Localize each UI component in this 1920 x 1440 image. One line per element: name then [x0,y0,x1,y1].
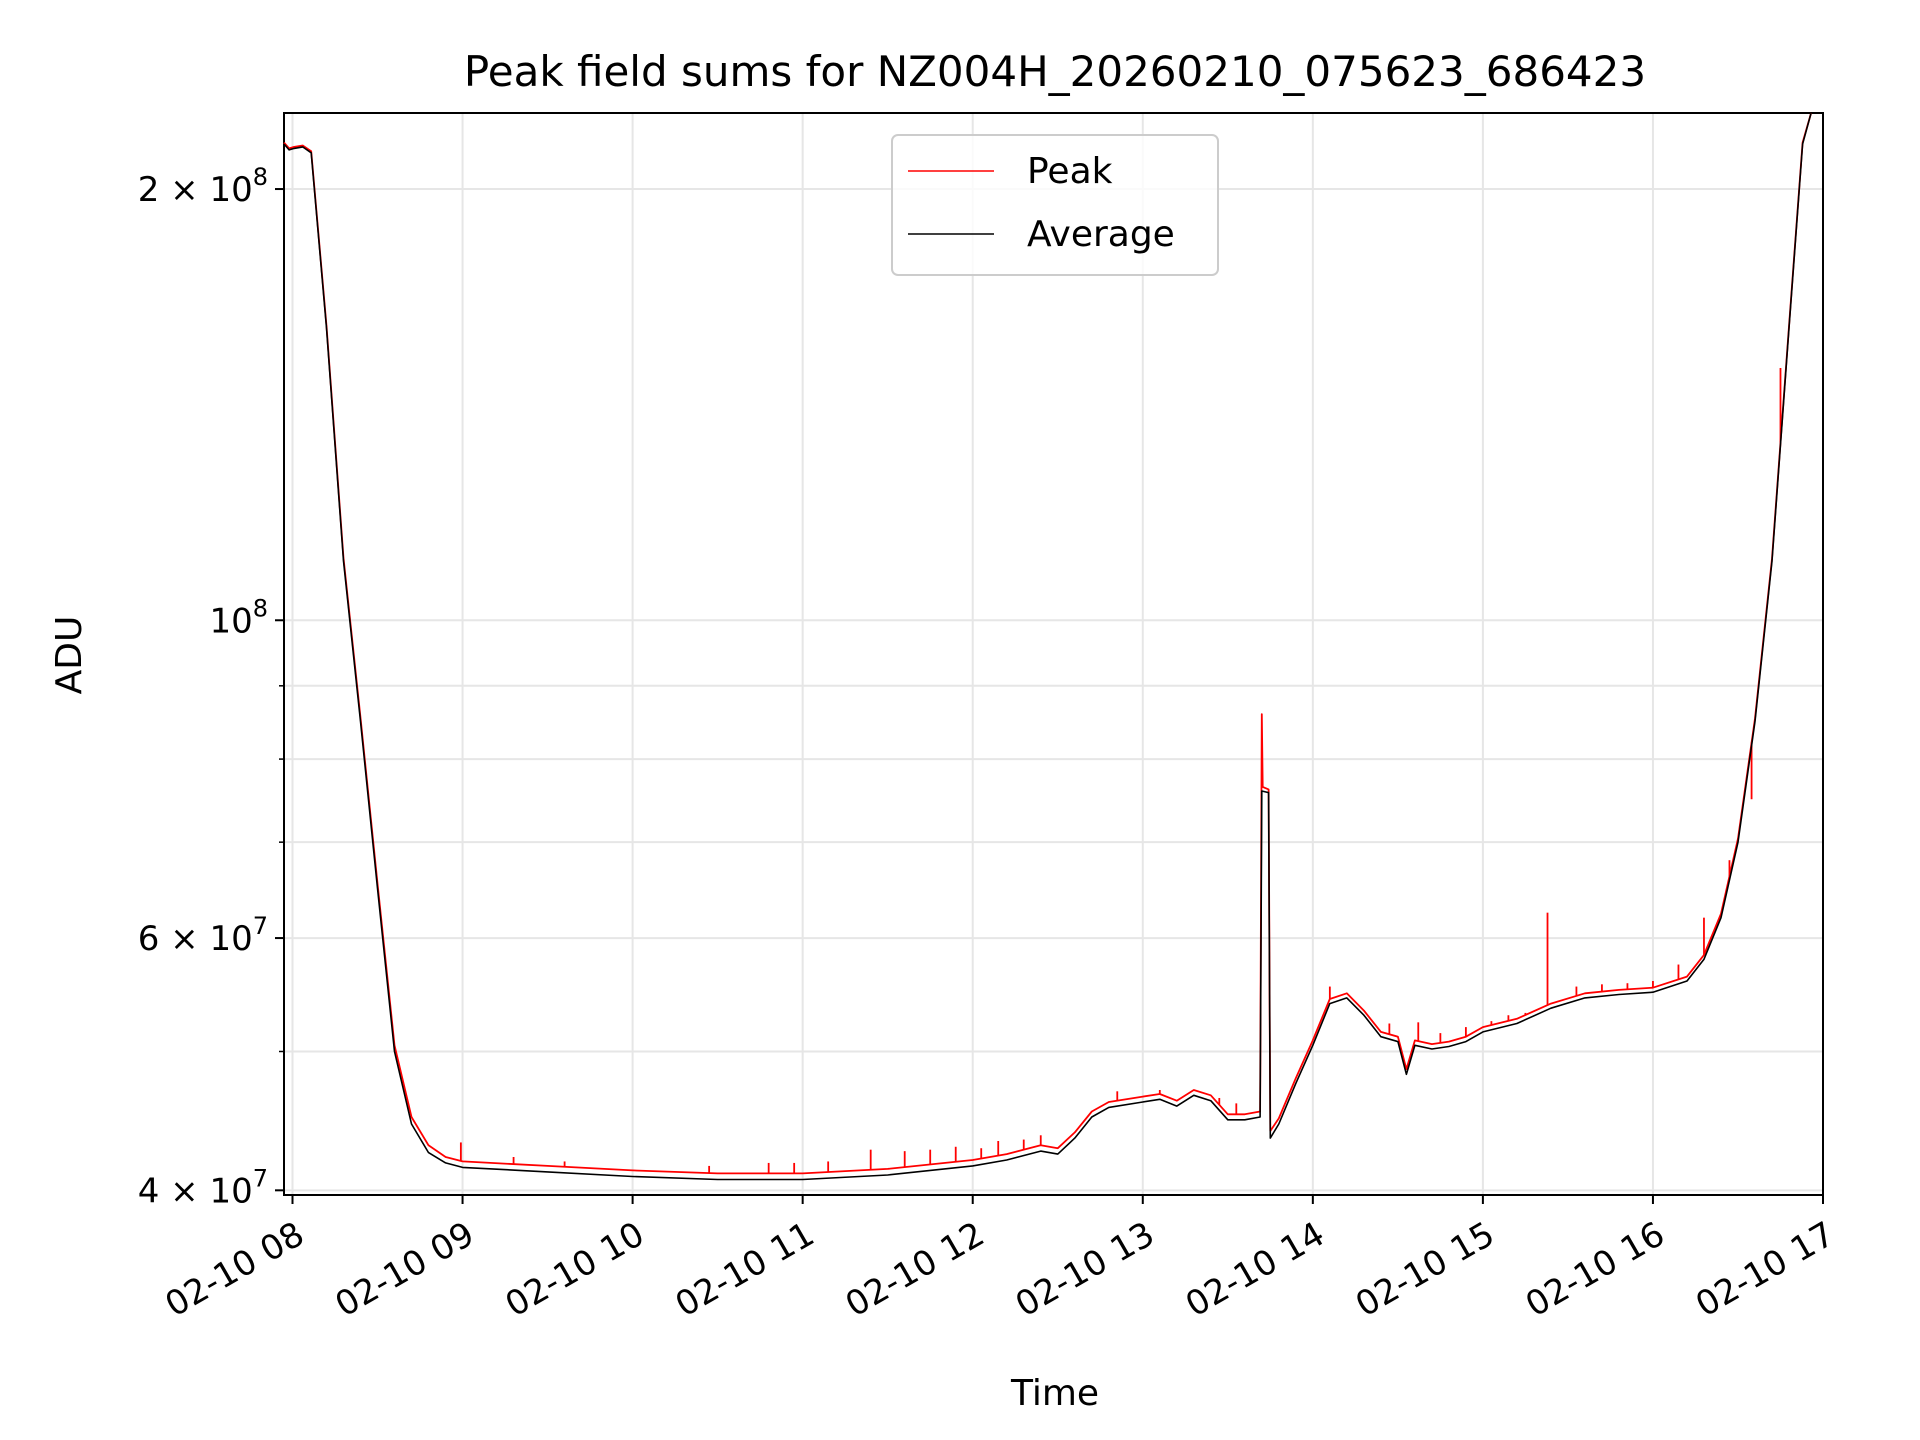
legend-peak-label: Peak [1027,151,1113,192]
series-line-average [283,112,1812,1181]
y-tick-exponent: 7 [253,912,268,940]
y-tick-label: 2 × 108 [138,163,268,210]
y-tick-exponent: 8 [253,594,268,622]
y-tick-base: 4 × 10 [138,1171,253,1211]
legend-frame [891,134,1219,276]
x-axis-label: Time [1010,1373,1099,1414]
y-tick-exponent: 8 [253,163,268,191]
series-line-peak [283,112,1812,1175]
y-axis-label: ADU [49,616,90,695]
y-tick-base: 2 × 10 [138,170,253,210]
y-tick-label: 6 × 107 [138,912,268,959]
chart-title: Peak field sums for NZ004H_20260210_0756… [464,47,1646,96]
y-tick-label: 108 [209,594,268,641]
y-tick-label: 4 × 107 [138,1164,268,1211]
legend: Peak Average [891,134,1219,276]
series-layer [283,112,1812,1181]
plot-area [283,112,1824,1196]
legend-average-label: Average [1027,214,1175,255]
y-tick-exponent: 7 [253,1164,268,1192]
y-tick-base: 6 × 10 [138,919,253,959]
y-tick-base: 10 [209,601,252,641]
